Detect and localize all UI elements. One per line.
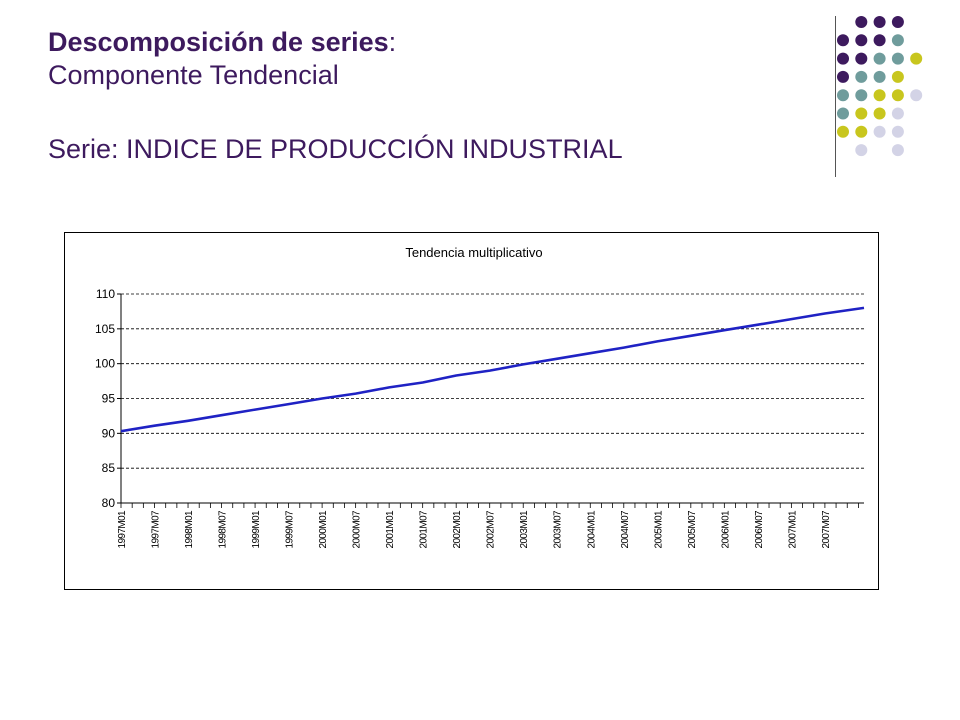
subheading: Componente Tendencial <box>48 60 339 90</box>
x-tick-label: 2005M07 <box>687 510 698 549</box>
decor-dot <box>873 107 886 120</box>
x-tick-label: 2002M01 <box>452 510 463 549</box>
x-tick-label: 1999M01 <box>251 510 262 549</box>
heading-line: Descomposición de series: <box>48 26 623 59</box>
decor-dot <box>855 52 868 65</box>
decor-dot <box>855 125 868 138</box>
decor-dot <box>873 89 886 102</box>
decor-dot <box>891 70 904 83</box>
x-tick-label: 2006M01 <box>720 510 731 549</box>
decor-dot <box>855 144 868 157</box>
decor-dot <box>837 34 849 47</box>
y-tick-label: 95 <box>102 392 116 406</box>
decor-dot <box>837 52 849 65</box>
heading-colon: : <box>388 27 397 57</box>
chart-frame: Tendencia multiplicativo 80 85 90 95 100 105 1… <box>64 232 879 590</box>
x-tick-label: 1999M07 <box>285 510 296 549</box>
decor-dot <box>873 52 886 65</box>
decor-dot <box>873 70 886 83</box>
decor-dot <box>891 89 904 102</box>
x-tick-label: 1997M07 <box>151 510 162 549</box>
x-tick-label: 2003M01 <box>519 510 530 549</box>
x-tick-label: 1998M07 <box>218 510 229 549</box>
x-tick-label: 2005M01 <box>653 510 664 549</box>
x-tick-label: 2000M07 <box>352 510 363 549</box>
slide-title-block: Descomposición de series: Componente Ten… <box>48 26 623 166</box>
x-tick-label: 2007M01 <box>787 510 798 549</box>
trend-line <box>120 306 865 433</box>
y-tick-label: 90 <box>102 426 116 440</box>
y-tick-label: 105 <box>95 322 115 336</box>
decor-dot <box>891 52 904 65</box>
decor-dot <box>855 16 868 28</box>
decor-dot <box>891 107 904 120</box>
decor-dot <box>891 34 904 47</box>
trend-chart: Tendencia multiplicativo 80 85 90 95 100 105 1… <box>95 245 865 549</box>
x-tick-label: 2006M07 <box>754 510 765 549</box>
vertical-divider <box>835 16 836 177</box>
decor-dot <box>837 125 849 138</box>
x-tick-label: 2003M07 <box>553 510 564 549</box>
x-tick-label: 1997M01 <box>117 510 128 549</box>
decor-dot <box>891 125 904 138</box>
x-tick-label: 2004M01 <box>586 510 597 549</box>
series-title: Serie: INDICE DE PRODUCCIÓN INDUSTRIAL <box>48 134 623 164</box>
decor-dot <box>910 89 923 102</box>
decor-dot <box>873 34 886 47</box>
decor-dot <box>910 52 923 65</box>
decor-dot <box>891 144 904 157</box>
chart-title: Tendencia multiplicativo <box>405 245 542 260</box>
decor-dot <box>837 107 849 120</box>
decor-dot <box>873 16 886 28</box>
decor-dot <box>837 89 849 102</box>
decor-dot <box>891 16 904 28</box>
x-tick-label: 2004M07 <box>620 510 631 549</box>
decor-dot <box>855 34 868 47</box>
x-tick-label: 2001M07 <box>419 510 430 549</box>
decor-dot <box>837 70 849 83</box>
y-tick-label: 80 <box>102 496 116 510</box>
decor-dot <box>873 125 886 138</box>
decor-dot <box>855 89 868 102</box>
y-tick-label: 110 <box>96 287 115 301</box>
x-tick-label: 1998M01 <box>184 510 195 549</box>
y-tick-label: 85 <box>102 461 116 475</box>
x-tick-label: 2007M07 <box>821 510 832 549</box>
x-tick-label: 2000M01 <box>318 510 329 549</box>
decor-dot <box>855 107 868 120</box>
heading-bold: Descomposición de series <box>48 27 389 57</box>
decor-dot <box>855 70 868 83</box>
x-tick-label: 2001M01 <box>385 510 396 549</box>
x-tick-label: 2002M07 <box>486 510 497 549</box>
y-tick-label: 100 <box>95 357 115 371</box>
